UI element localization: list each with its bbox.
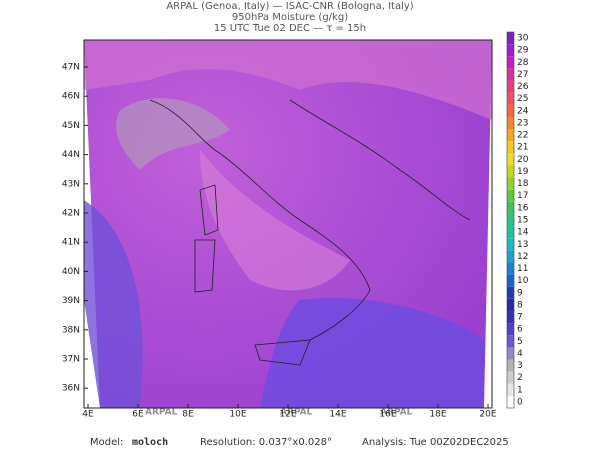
lon-label: 14E — [329, 410, 346, 420]
colorbar-swatch — [507, 250, 514, 263]
colorbar-label: 27 — [517, 70, 528, 80]
watermark: ARPAL — [280, 408, 313, 418]
colorbar-label: 29 — [517, 46, 529, 56]
colorbar-swatch — [507, 274, 514, 287]
colorbar-label: 15 — [517, 216, 528, 226]
colorbar-swatch — [507, 92, 514, 105]
colorbar-swatch — [507, 323, 514, 336]
lon-label: 8E — [182, 410, 194, 420]
colorbar-swatch — [507, 189, 514, 202]
colorbar-label: 10 — [517, 276, 529, 286]
colorbar-swatch — [507, 56, 514, 69]
colorbar-swatch — [507, 165, 514, 178]
footer-model: moloch — [132, 437, 168, 448]
lat-label: 44N — [62, 150, 80, 160]
lon-label: 20E — [479, 410, 496, 420]
colorbar-label: 2 — [517, 373, 523, 383]
colorbar-label: 6 — [517, 325, 523, 335]
footer-model-label: Model: — [90, 437, 123, 448]
colorbar-frame — [506, 31, 515, 409]
lat-label: 47N — [62, 63, 80, 73]
map-field — [84, 40, 492, 408]
colorbar-swatch — [507, 238, 514, 251]
colorbar-label: 18 — [517, 179, 529, 189]
colorbar-label: 23 — [517, 118, 528, 128]
lat-label: 42N — [62, 209, 80, 219]
colorbar-swatch — [507, 68, 514, 81]
lon-label: 16E — [379, 410, 396, 420]
colorbar-swatch — [507, 262, 514, 275]
colorbar-swatch — [507, 80, 514, 93]
header-line: 950hPa Moisture (g/kg) — [232, 12, 348, 23]
colorbar-label: 21 — [517, 143, 528, 153]
colorbar-swatch — [507, 201, 514, 214]
footer-analysis: Analysis: Tue 00Z02DEC2025 — [362, 437, 509, 448]
footer-resolution: Resolution: 0.037°x0.028° — [200, 437, 332, 448]
colorbar-swatch — [507, 116, 514, 130]
colorbar-swatch — [507, 153, 514, 166]
colorbar-swatch — [507, 395, 514, 408]
colorbar-label: 13 — [517, 240, 528, 250]
colorbar: 0123456789101112131415161718192021222324… — [506, 31, 529, 409]
watermark: ARPAL — [145, 408, 178, 418]
colorbar-swatch — [507, 383, 514, 396]
colorbar-label: 5 — [517, 337, 523, 347]
colorbar-label: 0 — [517, 397, 523, 407]
colorbar-swatch — [507, 177, 514, 190]
colorbar-label: 11 — [517, 264, 528, 274]
colorbar-label: 25 — [517, 94, 528, 104]
colorbar-label: 3 — [517, 361, 523, 371]
colorbar-swatch — [507, 213, 514, 227]
axes: 47N 46N 45N 44N 43N 42N 41N 40N 39N 38N 37N 36N 4E 6E… — [62, 63, 497, 420]
lat-label: 39N — [62, 296, 80, 306]
header-line: ARPAL (Genoa, Italy) — ISAC-CNR (Bologna… — [166, 1, 413, 12]
colorbar-swatch — [507, 44, 514, 57]
colorbar-label: 8 — [517, 300, 523, 310]
watermark: ARPAL — [380, 408, 413, 418]
lon-label: 18E — [429, 410, 446, 420]
lon-label: 4E — [82, 410, 94, 420]
colorbar-swatch — [507, 32, 514, 45]
colorbar-label: 26 — [517, 82, 529, 92]
lon-label: 10E — [229, 410, 246, 420]
colorbar-label: 16 — [517, 203, 529, 213]
colorbar-label: 20 — [517, 155, 529, 165]
colorbar-swatch — [507, 298, 514, 311]
colorbar-swatch — [507, 129, 514, 142]
colorbar-swatch — [507, 347, 514, 360]
lat-label: 46N — [62, 92, 80, 102]
colorbar-label: 28 — [517, 58, 529, 68]
lon-label: 6E — [132, 410, 144, 420]
colorbar-swatch — [507, 371, 514, 384]
lat-label: 41N — [62, 238, 80, 248]
watermarks: ARPAL ARPAL ARPAL — [145, 408, 413, 418]
lat-label: 40N — [62, 267, 80, 277]
colorbar-label: 14 — [517, 228, 529, 238]
colorbar-label: 30 — [517, 34, 529, 44]
colorbar-swatch — [507, 141, 514, 154]
colorbar-swatch — [507, 359, 514, 372]
colorbar-label: 4 — [517, 349, 523, 359]
lat-label: 36N — [62, 384, 80, 394]
lon-label: 12E — [279, 410, 296, 420]
colorbar-swatch — [507, 104, 514, 117]
lat-label: 45N — [62, 121, 80, 131]
colorbar-label: 9 — [517, 288, 523, 298]
colorbar-label: 12 — [517, 252, 528, 262]
colorbar-label: 17 — [517, 191, 528, 201]
colorbar-label: 19 — [517, 167, 529, 177]
colorbar-label: 24 — [517, 106, 529, 116]
header-line: 15 UTC Tue 02 DEC — τ = 15h — [214, 23, 366, 34]
lat-label: 37N — [62, 355, 80, 365]
lat-label: 43N — [62, 179, 80, 189]
lat-label: 38N — [62, 325, 80, 335]
colorbar-swatch — [507, 286, 514, 299]
colorbar-swatch — [507, 335, 514, 348]
colorbar-label: 7 — [517, 313, 523, 323]
colorbar-label: 1 — [517, 385, 523, 395]
colorbar-swatch — [507, 310, 514, 324]
colorbar-label: 22 — [517, 131, 528, 141]
colorbar-swatch — [507, 226, 514, 239]
